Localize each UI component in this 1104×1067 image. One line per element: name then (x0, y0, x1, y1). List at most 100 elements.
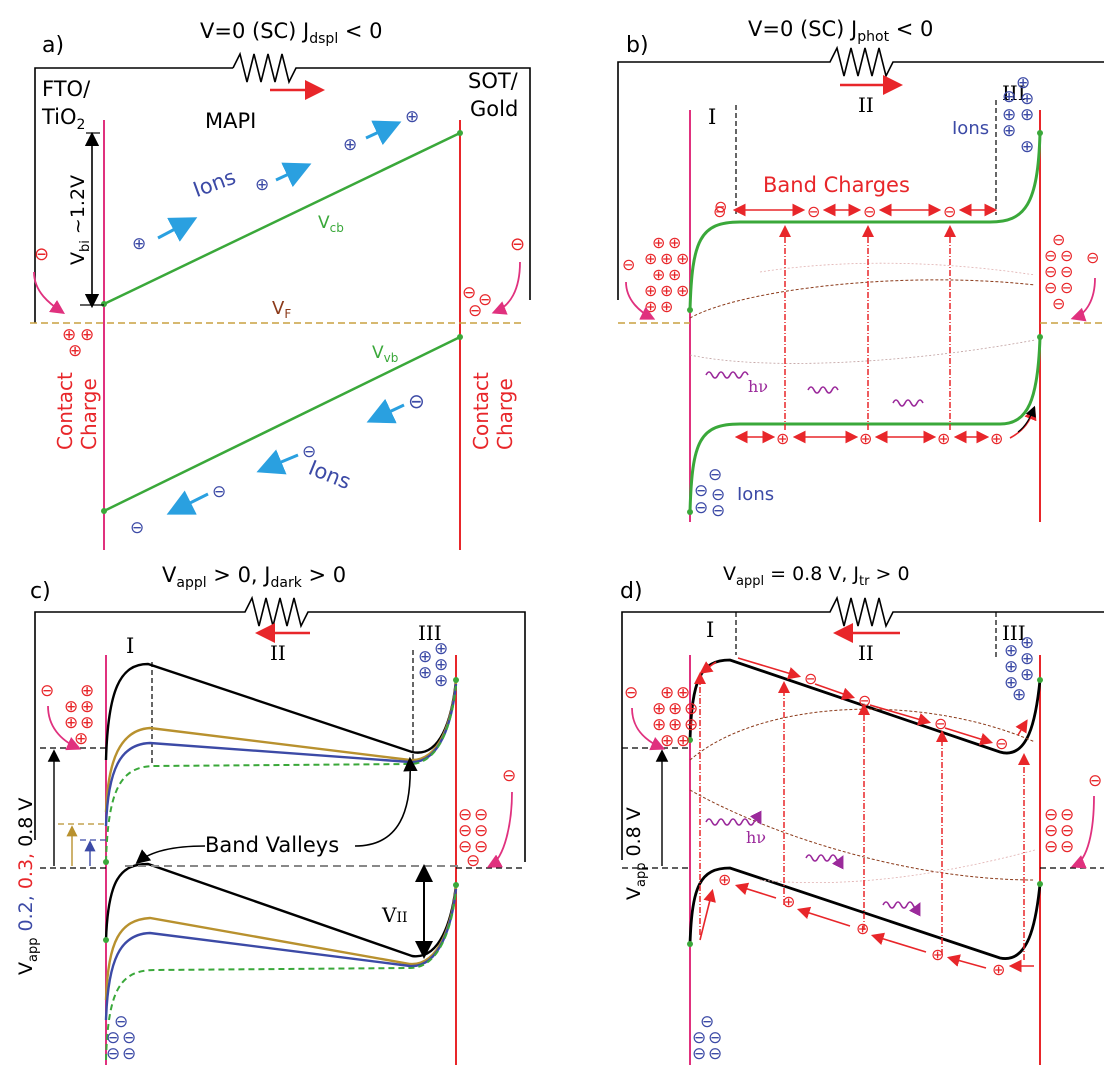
svg-text:⊕: ⊕ (684, 699, 698, 719)
svg-text:⊖: ⊖ (1044, 821, 1058, 841)
panel-c-title: Vappl > 0, Jdark > 0 (162, 563, 346, 591)
svg-text:⊕: ⊕ (660, 683, 674, 703)
ions-bottom-label: Ions (737, 484, 774, 505)
svg-text:⊖: ⊖ (700, 1012, 714, 1032)
panel-a: a) V=0 (SC) Jdspl < 0 FTO/ TiO2 SOT/ Gol… (30, 19, 531, 550)
contact-charge-right-label: Contact (469, 372, 493, 450)
svg-text:⊕: ⊕ (434, 655, 448, 675)
svg-text:⊖: ⊖ (1060, 805, 1074, 825)
svg-text:⊖: ⊖ (1086, 248, 1099, 267)
svg-text:⊖: ⊖ (122, 1028, 136, 1048)
svg-text:⊖: ⊖ (468, 301, 482, 321)
svg-text:⊖: ⊖ (502, 766, 516, 786)
svg-text:⊖: ⊖ (708, 465, 722, 485)
vb-0p3 (104, 886, 458, 1001)
vapp-label: Vapp 0.8 V (623, 807, 649, 900)
vb-0p2 (104, 888, 458, 1021)
svg-text:⊕: ⊕ (859, 429, 872, 448)
svg-text:⊖: ⊖ (804, 669, 817, 688)
svg-text:⊖: ⊖ (114, 1012, 128, 1032)
valence-band (103, 335, 461, 513)
band-charges-label: Band Charges (763, 173, 910, 197)
vii-label: VII (381, 903, 408, 927)
svg-text:⊕: ⊕ (644, 297, 657, 316)
svg-text:⊕: ⊕ (684, 715, 698, 735)
svg-text:⊕: ⊕ (1020, 105, 1034, 125)
svg-text:⊕: ⊕ (992, 960, 1005, 979)
svg-text:⊕: ⊕ (434, 639, 448, 659)
panel-a-letter: a) (42, 33, 64, 58)
svg-text:⊕: ⊕ (80, 713, 94, 733)
band-valleys-label: Band Valleys (205, 833, 339, 857)
circuit-resistor (621, 595, 1104, 860)
svg-text:⊖: ⊖ (708, 1028, 722, 1048)
svg-text:TiO2: TiO2 (41, 105, 85, 133)
svg-text:⊕: ⊕ (1002, 121, 1016, 141)
svg-text:II: II (858, 641, 874, 665)
ions-top-label: Ions (190, 165, 239, 202)
svg-text:⊖: ⊖ (466, 851, 480, 871)
svg-text:⊕: ⊕ (80, 697, 94, 717)
svg-text:⊕: ⊕ (660, 731, 674, 751)
anion: ⊖ (408, 389, 425, 413)
svg-text:⊖: ⊖ (122, 1044, 136, 1064)
cation: ⊕ (132, 234, 146, 254)
svg-text:⊕: ⊕ (676, 281, 689, 300)
svg-text:⊖: ⊖ (1060, 821, 1074, 841)
svg-text:⊕: ⊕ (644, 249, 657, 268)
svg-text:⊖: ⊖ (474, 837, 488, 857)
svg-text:⊖: ⊖ (458, 821, 472, 841)
vapp-label: Vapp 0.2, 0.3, 0.8 V (15, 798, 41, 975)
svg-text:⊕: ⊕ (660, 297, 673, 316)
svg-text:⊖: ⊖ (1088, 771, 1102, 791)
svg-text:Gold: Gold (470, 97, 518, 121)
svg-text:⊕: ⊕ (74, 729, 88, 749)
svg-text:⊖: ⊖ (1044, 805, 1058, 825)
svg-text:⊕: ⊕ (776, 429, 789, 448)
svg-text:⊖: ⊖ (1060, 262, 1073, 281)
svg-text:⊖: ⊖ (863, 202, 876, 221)
svg-text:⊖: ⊖ (474, 821, 488, 841)
cation: ⊕ (343, 135, 357, 155)
valence-band (688, 866, 1042, 960)
panel-b: b) V=0 (SC) Jphot < 0 II I III Band Char… (617, 17, 1104, 522)
anion: ⊖ (130, 518, 144, 538)
svg-text:⊕: ⊕ (652, 715, 666, 735)
svg-text:III: III (1002, 81, 1026, 105)
svg-text:hν: hν (746, 828, 766, 847)
svg-text:⊕: ⊕ (660, 249, 673, 268)
svg-text:⊕: ⊕ (856, 919, 869, 938)
svg-text:⊕: ⊕ (990, 429, 1003, 448)
svg-text:⊕: ⊕ (668, 265, 681, 284)
svg-text:⊕: ⊕ (80, 325, 94, 345)
vvb-label: Vvb (372, 343, 398, 365)
svg-text:⊕: ⊕ (68, 341, 82, 361)
svg-text:⊕: ⊕ (62, 325, 76, 345)
svg-text:⊕: ⊕ (660, 281, 673, 300)
svg-text:⊖: ⊖ (711, 485, 725, 505)
svg-text:⊖: ⊖ (458, 805, 472, 825)
contact-charge-left-label: Contact (53, 372, 77, 450)
svg-text:⊖: ⊖ (1044, 246, 1057, 265)
svg-text:⊖: ⊖ (106, 1044, 120, 1064)
panel-a-title: V=0 (SC) Jdspl < 0 (200, 19, 383, 47)
conduction-band (103, 131, 461, 306)
vf-label: VF (272, 298, 291, 321)
svg-text:⊕: ⊕ (434, 671, 448, 691)
svg-text:⊖: ⊖ (624, 683, 638, 703)
panel-d-letter: d) (620, 579, 643, 604)
svg-text:⊖: ⊖ (995, 734, 1008, 753)
svg-text:⊕: ⊕ (1004, 657, 1018, 677)
svg-text:⊖: ⊖ (34, 244, 49, 265)
svg-text:⊖: ⊖ (474, 805, 488, 825)
svg-text:⊖: ⊖ (622, 255, 635, 274)
svg-text:⊕: ⊕ (644, 281, 657, 300)
cb-0p2 (104, 683, 458, 827)
svg-text:⊕: ⊕ (418, 663, 432, 683)
right-contact-label: SOT/ (468, 69, 519, 93)
svg-text:⊖: ⊖ (462, 283, 476, 303)
svg-text:⊕: ⊕ (1020, 633, 1034, 653)
svg-text:I: I (126, 634, 134, 658)
svg-text:III: III (418, 621, 442, 645)
